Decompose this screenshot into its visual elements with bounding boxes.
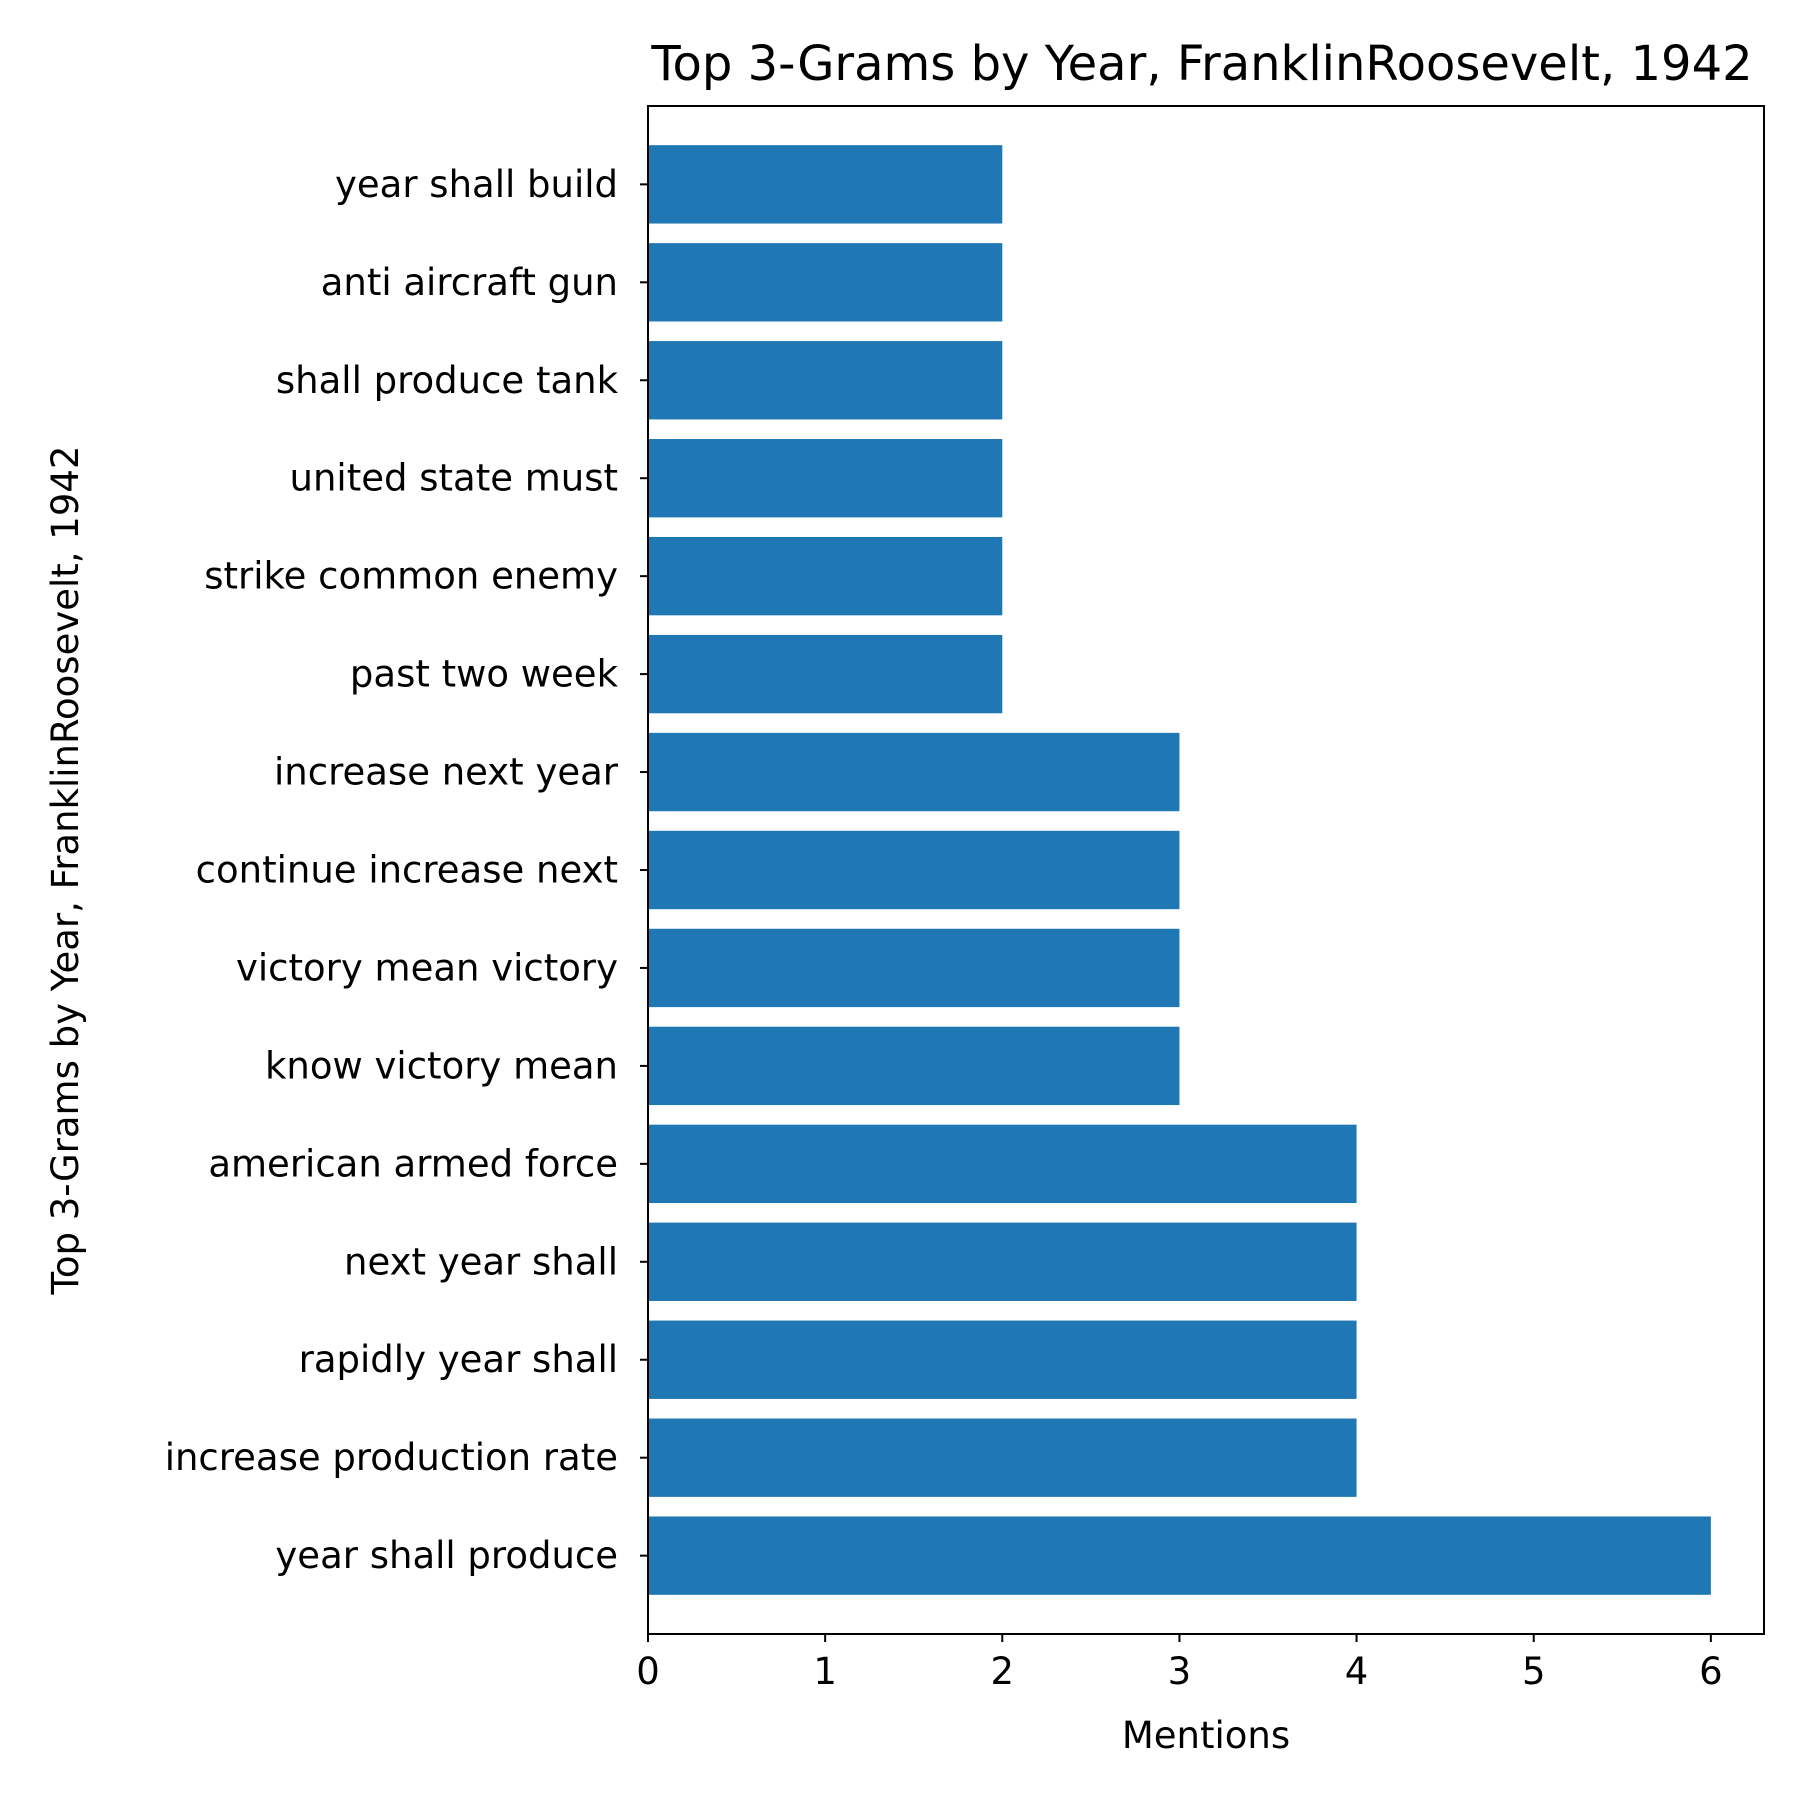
x-tick-label-4: 4 bbox=[1345, 1650, 1369, 1693]
y-tick-label-6: victory mean victory bbox=[236, 946, 618, 989]
y-tick-label-14: year shall build bbox=[335, 163, 618, 206]
bar-11 bbox=[648, 439, 1003, 518]
y-tick-label-8: increase next year bbox=[274, 751, 619, 794]
x-tick-label-6: 6 bbox=[1699, 1650, 1723, 1693]
y-tick-label-12: shall produce tank bbox=[276, 359, 619, 402]
y-tick-label-3: next year shall bbox=[344, 1240, 618, 1283]
x-axis-ticks: 0 1 2 3 4 5 6 bbox=[636, 1634, 1723, 1693]
y-tick-label-13: anti aircraft gun bbox=[321, 261, 618, 304]
bar-12 bbox=[648, 341, 1003, 420]
y-tick-label-5: know victory mean bbox=[265, 1044, 618, 1087]
bar-2 bbox=[648, 1320, 1357, 1399]
y-tick-label-1: increase production rate bbox=[165, 1436, 618, 1479]
y-tick-label-4: american armed force bbox=[208, 1142, 618, 1185]
x-tick-label-0: 0 bbox=[636, 1650, 660, 1693]
x-tick-label-5: 5 bbox=[1522, 1650, 1546, 1693]
bars-layer bbox=[648, 145, 1711, 1595]
y-tick-label-0: year shall produce bbox=[275, 1534, 618, 1577]
x-tick-label-3: 3 bbox=[1168, 1650, 1192, 1693]
y-axis-label: Top 3-Grams by Year, FranklinRoosevelt, … bbox=[44, 446, 87, 1296]
y-tick-label-7: continue increase next bbox=[196, 849, 618, 892]
plot-frame bbox=[647, 105, 1765, 1635]
bar-13 bbox=[648, 243, 1003, 322]
x-tick-label-2: 2 bbox=[991, 1650, 1015, 1693]
bar-7 bbox=[648, 830, 1180, 910]
bar-0 bbox=[648, 1516, 1711, 1595]
bar-14 bbox=[648, 145, 1003, 224]
bar-4 bbox=[648, 1124, 1357, 1204]
bar-10 bbox=[648, 536, 1003, 616]
y-tick-label-11: united state must bbox=[290, 457, 618, 500]
bar-6 bbox=[648, 928, 1180, 1008]
x-tick-label-1: 1 bbox=[813, 1650, 837, 1693]
bar-8 bbox=[648, 732, 1180, 812]
bar-1 bbox=[648, 1418, 1357, 1497]
y-axis-ticks: year shall produce increase production ra… bbox=[165, 163, 648, 1577]
bar-9 bbox=[648, 634, 1003, 714]
chart-title: Top 3-Grams by Year, FranklinRoosevelt, … bbox=[650, 36, 1752, 92]
bar-3 bbox=[648, 1222, 1357, 1301]
y-tick-label-9: past two week bbox=[350, 653, 619, 696]
y-tick-label-10: strike common enemy bbox=[204, 555, 618, 598]
y-tick-label-2: rapidly year shall bbox=[299, 1338, 618, 1381]
x-axis-label: Mentions bbox=[1122, 1714, 1290, 1757]
bar-5 bbox=[648, 1026, 1180, 1106]
